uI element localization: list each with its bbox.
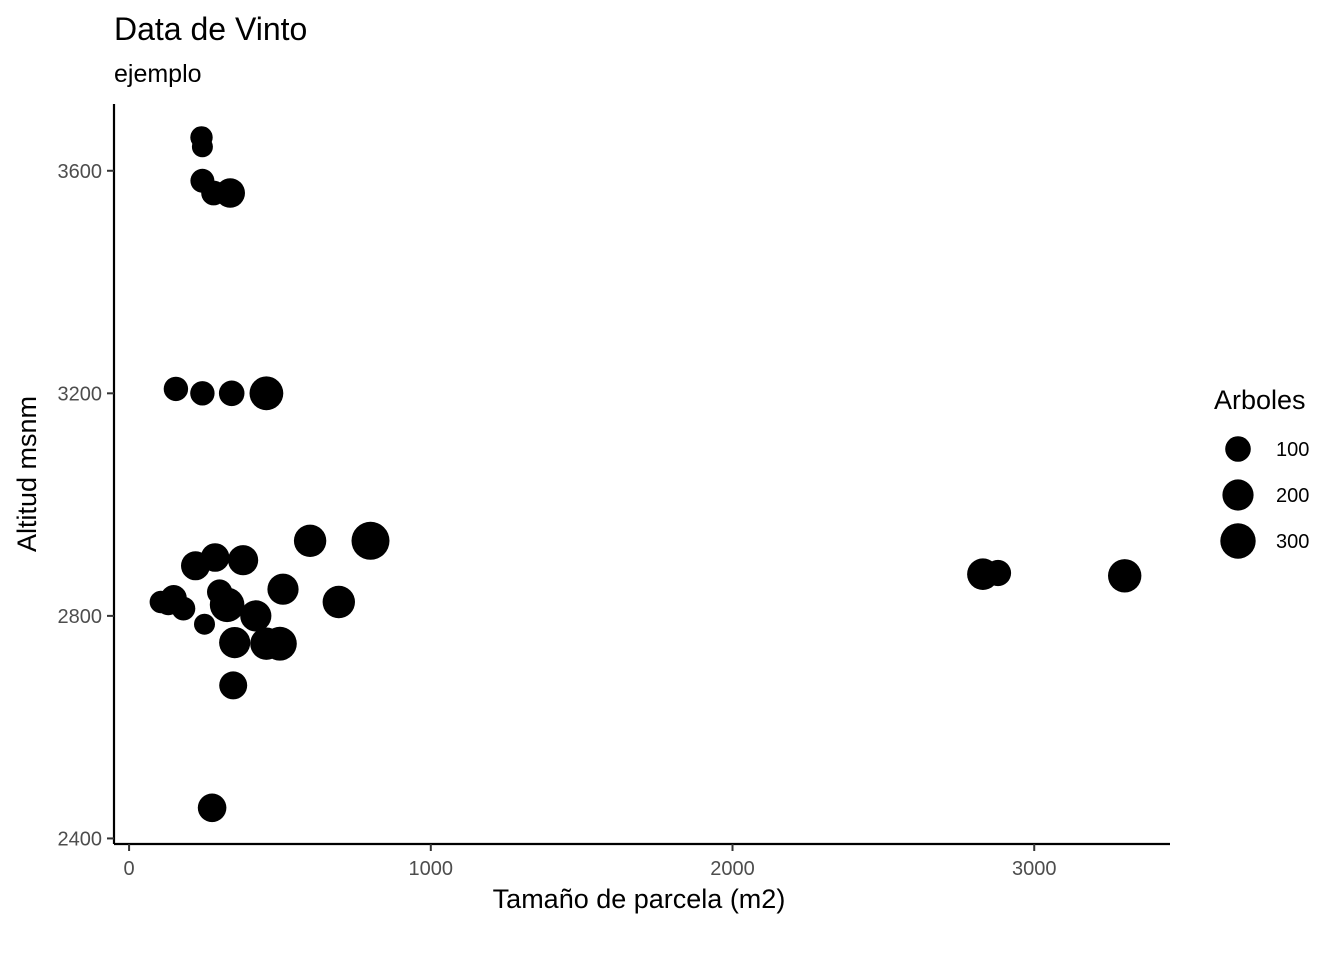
y-tick-label: 3600: [58, 161, 103, 183]
chart-subtitle: ejemplo: [114, 60, 202, 88]
x-ticks: 0 1000 2000 3000: [124, 844, 1057, 880]
data-point: [215, 178, 245, 208]
data-point: [209, 587, 245, 623]
x-tick-label: 1000: [409, 858, 454, 880]
data-point: [197, 793, 227, 823]
chart-title: Data de Vinto: [114, 11, 307, 47]
x-tick-label: 2000: [710, 858, 755, 880]
data-point: [267, 573, 299, 605]
legend-key: [1222, 479, 1254, 511]
data-point: [240, 600, 272, 632]
data-point: [263, 626, 297, 661]
data-point: [351, 521, 390, 560]
data-point: [984, 559, 1012, 587]
y-axis-title: Altitud msnm: [12, 396, 42, 552]
x-tick-label: 3000: [1012, 858, 1057, 880]
legend-key: [1220, 523, 1256, 559]
x-tick-label: 0: [124, 858, 135, 880]
data-point: [171, 596, 196, 621]
size-legend: Arboles 100 200 300: [1214, 385, 1309, 559]
legend-key: [1225, 436, 1251, 462]
points-layer: [149, 126, 1142, 823]
data-point: [1108, 559, 1142, 593]
data-point: [194, 613, 215, 635]
data-point: [190, 381, 215, 406]
data-point: [219, 671, 248, 700]
legend-entries: 100 200 300: [1220, 436, 1309, 559]
x-axis-title: Tamaño de parcela (m2): [493, 884, 786, 914]
data-point: [181, 551, 210, 581]
y-tick-label: 2800: [58, 606, 103, 628]
y-tick-label: 2400: [58, 828, 103, 850]
data-point: [228, 545, 259, 576]
legend-label: 300: [1276, 531, 1309, 553]
legend-label: 100: [1276, 439, 1309, 461]
legend-title: Arboles: [1214, 385, 1306, 415]
data-point: [191, 136, 213, 158]
data-point: [218, 380, 245, 407]
y-tick-label: 3200: [58, 383, 103, 405]
y-ticks: 2400 2800 3200 3600: [58, 161, 114, 850]
data-point: [293, 524, 327, 557]
data-point: [163, 376, 189, 402]
data-point: [219, 627, 251, 659]
data-point: [322, 585, 355, 619]
legend-label: 200: [1276, 485, 1309, 507]
data-point: [249, 376, 284, 411]
